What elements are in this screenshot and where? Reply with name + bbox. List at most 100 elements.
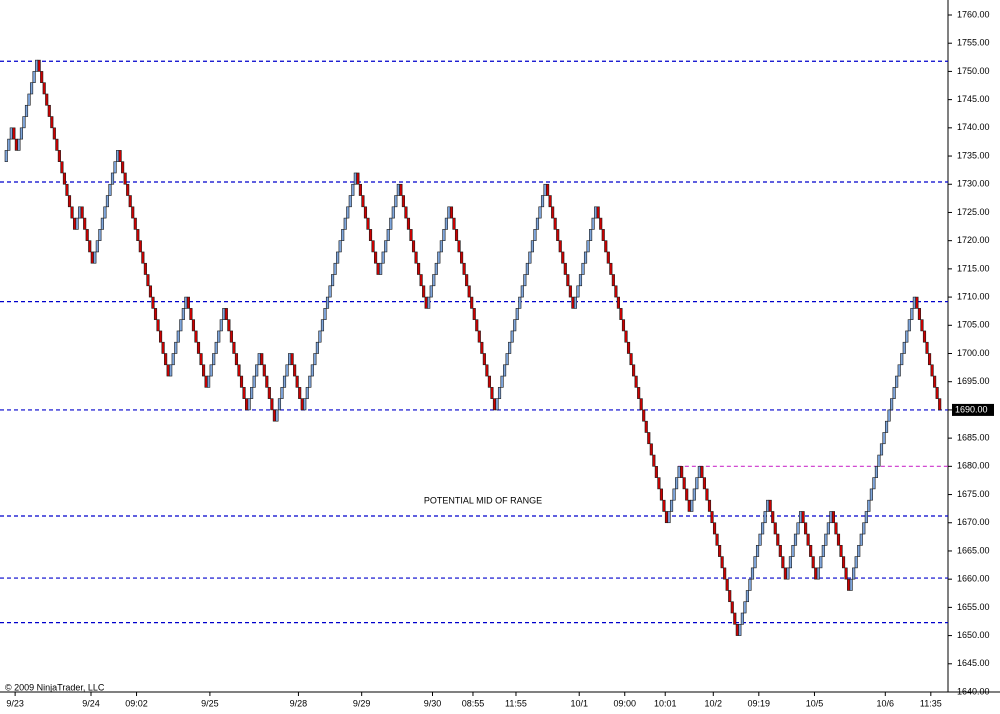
down-brick [406, 217, 411, 230]
up-brick [745, 590, 749, 603]
down-brick [735, 623, 739, 636]
down-brick [424, 296, 428, 309]
up-brick [503, 364, 507, 377]
down-brick [642, 409, 646, 422]
up-brick [695, 477, 699, 490]
down-brick [138, 240, 142, 253]
down-brick [417, 262, 421, 275]
down-brick [166, 364, 170, 377]
up-brick [538, 206, 542, 219]
up-brick [578, 274, 583, 287]
down-brick [558, 240, 562, 253]
down-brick [492, 398, 497, 411]
down-brick [917, 308, 922, 320]
down-brick [202, 364, 206, 377]
up-brick [508, 341, 512, 354]
up-brick [384, 240, 388, 253]
up-brick [24, 104, 29, 117]
up-brick [758, 533, 762, 546]
down-brick [624, 330, 628, 343]
down-brick [72, 217, 77, 230]
down-brick [131, 206, 135, 219]
down-brick [551, 206, 555, 219]
up-brick [902, 341, 906, 354]
up-brick [890, 398, 894, 411]
up-brick [17, 138, 21, 151]
up-brick [313, 353, 317, 366]
x-tick-label: 09:19 [748, 698, 771, 708]
up-brick [184, 296, 188, 309]
up-brick [677, 466, 681, 478]
down-brick [465, 274, 469, 287]
down-brick [133, 217, 137, 230]
down-brick [457, 240, 461, 253]
down-brick [368, 229, 373, 241]
down-brick [37, 59, 41, 72]
y-tick-label: 1715.00 [957, 263, 990, 273]
down-brick [191, 319, 196, 332]
down-brick [614, 285, 618, 298]
up-brick [591, 217, 595, 230]
down-brick [472, 308, 476, 320]
up-brick [755, 545, 760, 557]
down-brick [806, 533, 810, 546]
down-brick [260, 353, 264, 366]
up-brick [439, 240, 443, 253]
up-brick [905, 330, 909, 343]
up-brick [892, 387, 896, 399]
up-brick [763, 511, 767, 524]
down-brick [611, 274, 615, 287]
up-brick [589, 229, 593, 241]
down-brick [553, 217, 557, 230]
up-brick [869, 488, 873, 501]
down-brick [649, 443, 653, 456]
down-brick [619, 308, 623, 320]
down-brick [685, 488, 689, 501]
x-tick-label: 11:55 [505, 698, 527, 708]
down-brick [571, 296, 575, 309]
down-brick [454, 229, 459, 241]
down-brick [88, 240, 92, 253]
up-brick [798, 511, 803, 524]
up-brick [505, 353, 509, 366]
down-brick [148, 285, 153, 298]
down-brick [705, 488, 709, 501]
up-brick [179, 319, 183, 332]
down-brick [925, 341, 929, 354]
down-brick [237, 364, 241, 377]
up-brick [581, 262, 585, 275]
down-brick [239, 375, 244, 388]
up-brick [22, 116, 26, 129]
up-brick [786, 567, 790, 580]
down-brick [62, 172, 67, 185]
down-brick [164, 353, 168, 366]
down-brick [680, 466, 684, 478]
annotation: POTENTIAL MID OF RANGE [424, 495, 542, 505]
up-brick [169, 364, 173, 377]
up-brick [533, 229, 537, 241]
up-brick [310, 364, 314, 377]
down-brick [733, 612, 737, 625]
down-brick [621, 319, 626, 332]
up-brick [697, 466, 701, 478]
y-tick-label: 1720.00 [957, 235, 990, 245]
down-brick [720, 556, 724, 569]
down-brick [270, 398, 274, 411]
up-brick [753, 556, 757, 569]
up-brick [348, 195, 352, 208]
up-brick [864, 511, 868, 524]
down-brick [460, 251, 464, 264]
y-tick-label: 1730.00 [957, 179, 990, 189]
up-brick [793, 533, 798, 546]
down-brick [363, 206, 368, 219]
up-brick [207, 375, 211, 388]
up-brick [829, 511, 833, 524]
down-brick [422, 285, 426, 298]
down-brick [710, 511, 714, 524]
down-brick [159, 330, 163, 343]
down-brick [561, 251, 565, 264]
up-brick [116, 150, 120, 162]
down-brick [556, 229, 560, 241]
down-brick [136, 229, 140, 241]
up-brick [515, 308, 519, 320]
